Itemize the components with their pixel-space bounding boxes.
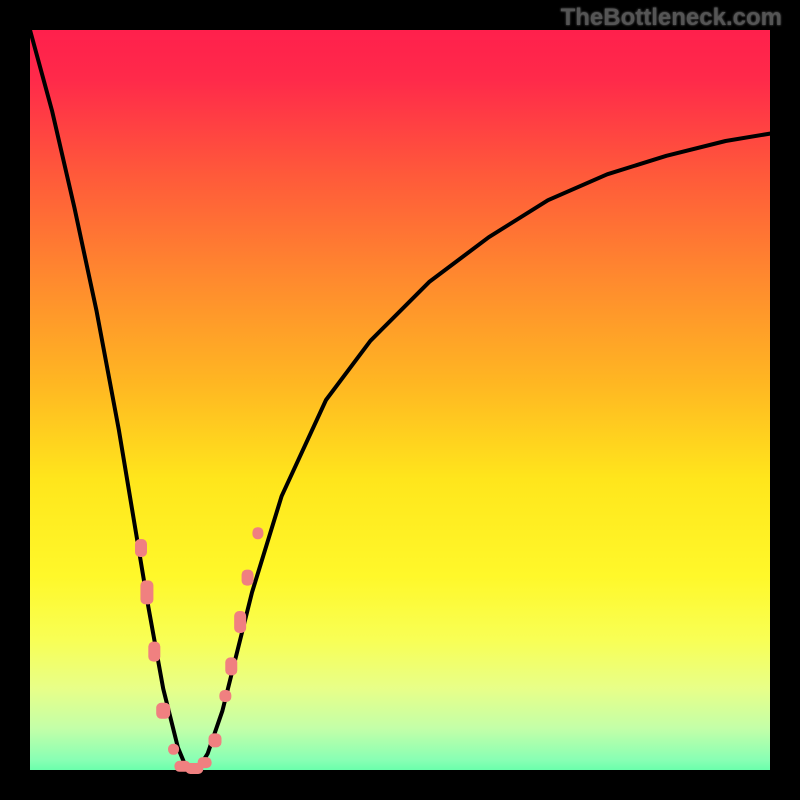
watermark-text: TheBottleneck.com [561,4,782,32]
data-marker [234,611,246,633]
data-marker [209,733,222,747]
data-marker [148,642,160,662]
data-marker [219,690,231,702]
plot-border [0,0,800,800]
chart-container: TheBottleneck.com [0,0,800,800]
data-marker [156,703,170,719]
data-markers [135,527,263,774]
data-marker [252,527,263,539]
data-marker [140,580,153,604]
data-marker [168,744,179,755]
data-marker [135,539,147,557]
data-marker [242,570,254,586]
bottleneck-chart [0,0,800,800]
data-marker [198,757,212,768]
bottleneck-curve [30,30,770,770]
data-marker [225,657,237,675]
